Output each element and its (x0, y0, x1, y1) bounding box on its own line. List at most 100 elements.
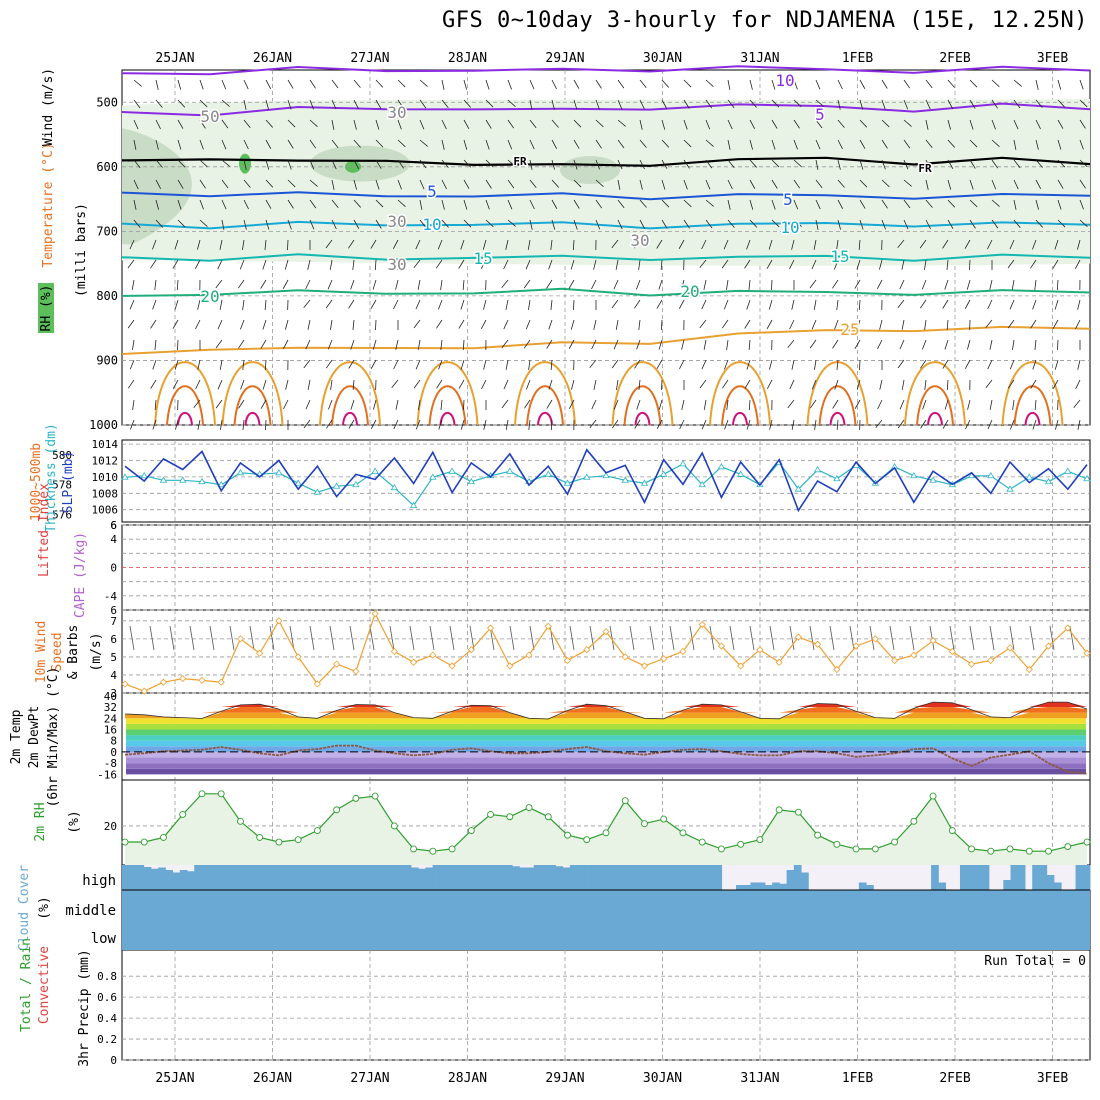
wind-barb (858, 239, 861, 250)
thickness-marker (929, 476, 937, 483)
wind-barb (815, 79, 821, 90)
wind-barb (1056, 279, 1059, 291)
wind-barb (789, 319, 795, 330)
li-tick-label: 6 (110, 519, 117, 532)
wind-barb (901, 319, 905, 330)
wind-barb (661, 79, 669, 88)
cloud-high-bar (150, 868, 159, 890)
wind-barb (944, 279, 949, 290)
rh-marker (525, 804, 533, 812)
wind-barb (419, 159, 427, 169)
cloud-high-bar (1082, 865, 1091, 890)
wind-barb (683, 99, 690, 109)
wind-barb (639, 119, 643, 130)
cloud-high-bar (483, 865, 491, 890)
wind-barb (507, 159, 516, 167)
wind-barb (353, 199, 361, 208)
cloud-high-bar (858, 882, 867, 890)
wind-barb (617, 139, 625, 149)
pressure-tick-label: 1000 (89, 418, 118, 432)
hot-contour (439, 411, 456, 426)
wind-barb (947, 159, 954, 169)
surface-wind-barb (269, 625, 275, 651)
surface-wind-barb (1029, 625, 1035, 651)
hot-contour (732, 411, 748, 426)
hot-contour (634, 411, 651, 426)
wind-barb (947, 99, 954, 110)
temp-ylabel-1: 2m Temp (9, 709, 24, 764)
upper-ylabel-rh: RH (%) (39, 285, 54, 332)
wind-barb (1054, 299, 1059, 310)
wind-barb (177, 139, 182, 150)
rh-marker (814, 831, 822, 839)
wind-speed-marker (563, 656, 572, 665)
cloud-high-bar (331, 865, 340, 890)
wind-barb (899, 339, 905, 350)
wind-barb (551, 179, 559, 188)
wind-barb (525, 319, 531, 330)
rh-marker (487, 811, 495, 818)
wind-barb (177, 339, 179, 351)
wind-barb (589, 419, 597, 429)
cloud-high-bar (591, 865, 600, 890)
wind-barb (793, 199, 799, 210)
rh-marker (583, 836, 591, 844)
wind-barb (969, 99, 976, 109)
wind-barb (660, 259, 663, 270)
date-label-top: 26JAN (253, 51, 292, 66)
wind-barb (744, 379, 751, 389)
wind-barb (331, 219, 337, 230)
surface-wind-barb (589, 625, 595, 651)
cloud-high-bar (302, 865, 311, 890)
thickness-marker (544, 470, 552, 477)
wind-barb (1010, 419, 1015, 430)
wind-barb (793, 139, 798, 150)
wind-barb (1030, 259, 1037, 269)
wind-barb (617, 159, 623, 170)
wind-barb (242, 299, 245, 310)
wind-barb (768, 239, 773, 250)
wind-speed-marker (429, 651, 437, 659)
cloud-high-bar (548, 865, 556, 890)
wind-barb (766, 259, 773, 269)
wind-barb (793, 79, 798, 90)
cloud-high-bar (353, 865, 361, 890)
wind-barb (395, 339, 399, 350)
wind-barb (595, 159, 600, 170)
rh-marker (333, 806, 341, 814)
thickness-marker (467, 477, 476, 485)
wind-speed-marker (371, 610, 379, 618)
wind-barb (639, 139, 647, 148)
wind-barb (503, 379, 509, 390)
cloud-high-bar (1003, 880, 1012, 890)
wind-barb (551, 99, 555, 110)
thickness-marker (390, 483, 399, 491)
wind-barb (859, 159, 864, 170)
wind-barb (683, 159, 690, 169)
wind-barb (703, 399, 707, 410)
cloud-high-bar (569, 865, 578, 890)
wind-barb (766, 379, 773, 390)
wind-barb (573, 139, 580, 149)
pressure-tick-label: 600 (96, 160, 118, 174)
wind-barb (881, 79, 888, 89)
cloud-high-bar (959, 865, 968, 890)
wind-barb (287, 219, 292, 230)
wind-barb (856, 259, 861, 270)
cloud-high-bar (793, 865, 802, 890)
wind-barb (395, 279, 399, 290)
wind-barb (527, 239, 531, 250)
wind-barb (897, 419, 905, 429)
wind-barb (879, 379, 883, 390)
wind-barb (348, 419, 355, 429)
wind-barb (947, 199, 956, 208)
wind-barb (681, 279, 685, 290)
wind-barb (724, 419, 729, 430)
wind-barb (199, 179, 206, 189)
cloud-high-bar (1017, 865, 1026, 890)
wind-barb (1079, 79, 1084, 90)
wind-barb (638, 319, 641, 330)
surface-wind-barb (869, 625, 875, 651)
wind-barb (946, 259, 949, 270)
contour-label: 30 (630, 231, 649, 250)
